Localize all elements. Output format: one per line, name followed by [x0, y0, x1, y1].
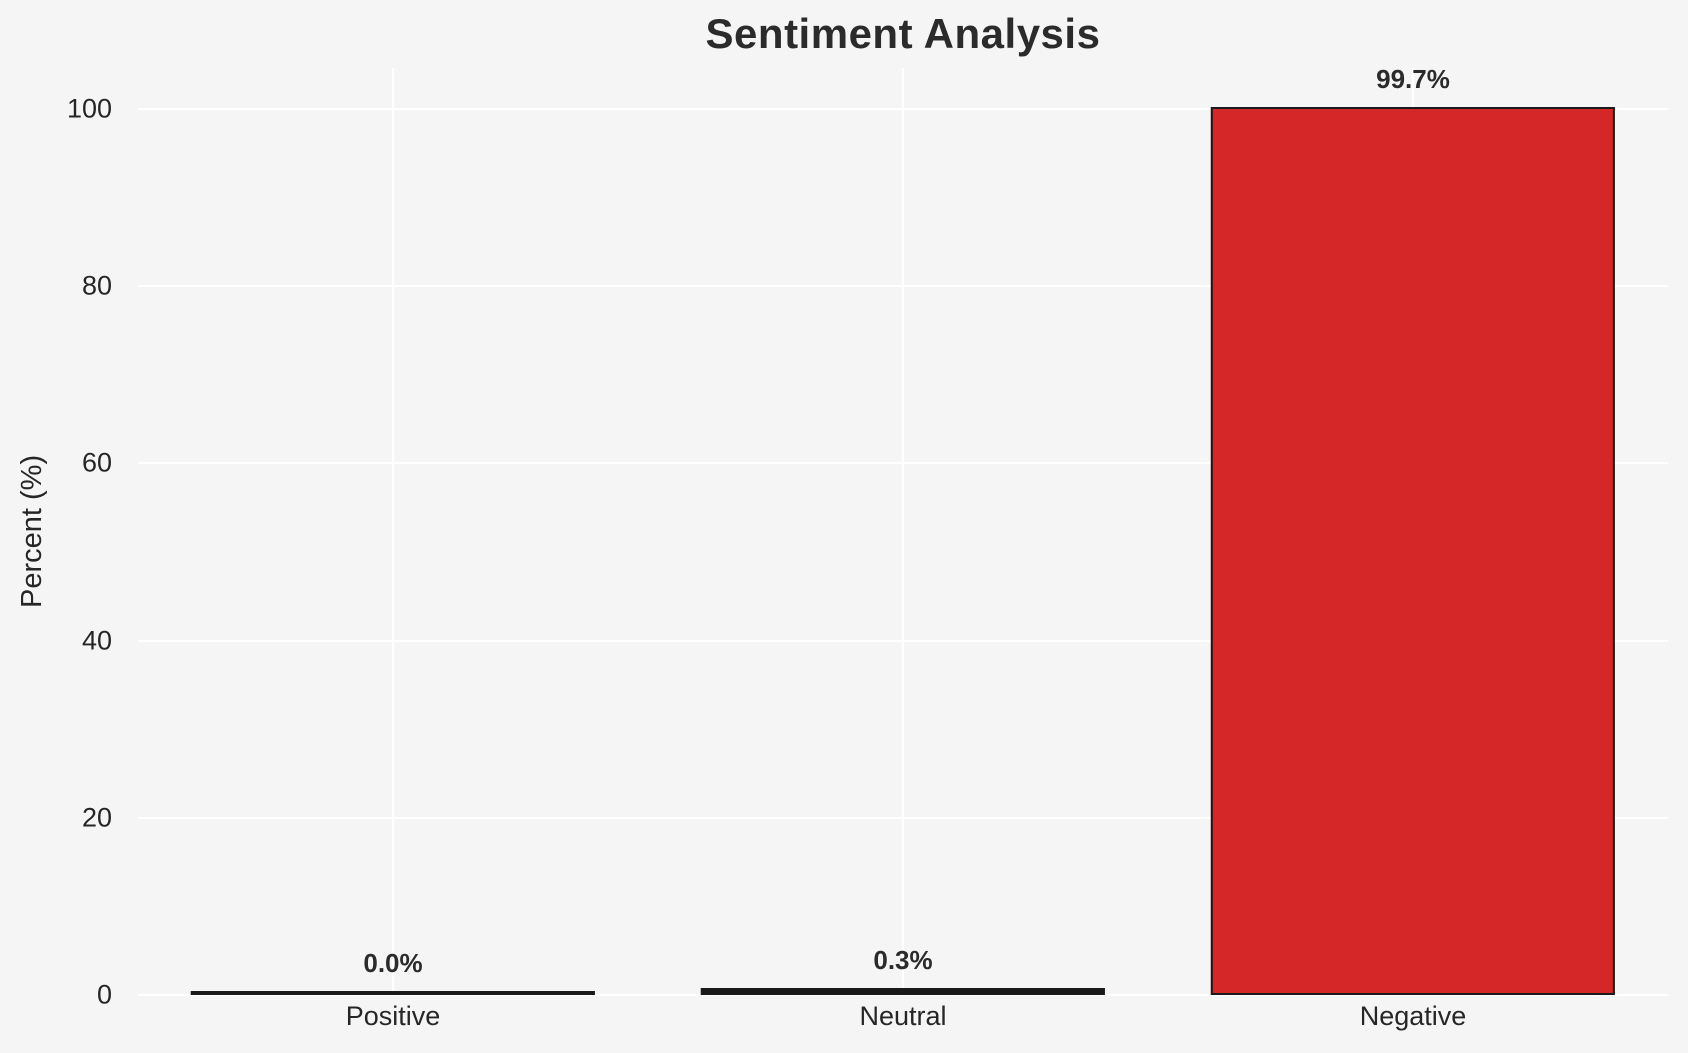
y-tick-label-40: 40	[81, 625, 112, 655]
bar-positive	[190, 991, 596, 995]
x-tick-label-neutral: Neutral	[859, 1001, 947, 1031]
y-tick-label-20: 20	[81, 802, 112, 833]
bar-slot-neutral: 0.3% Neutral	[648, 68, 1158, 1031]
x-tick-label-positive: Positive	[345, 1001, 441, 1031]
y-tick-label-0: 0	[96, 979, 112, 1010]
bar-slot-positive: 0.0% Positive	[138, 68, 648, 1031]
y-tick-label-100: 100	[66, 93, 112, 124]
chart-title: Sentiment Analysis	[705, 10, 1101, 57]
bar-negative	[1210, 107, 1616, 995]
y-axis-label: Percent (%)	[16, 454, 48, 609]
y-tick-label-80: 80	[81, 270, 112, 301]
value-label-negative: 99.7%	[1376, 64, 1450, 95]
plot-area: 0 20 40 60 80 100 0.0% Positive 0.3% Neutral 99.7%…	[67, 64, 1668, 1031]
x-tick-label-negative: Negative	[1359, 1001, 1467, 1031]
value-label-positive: 0.0%	[363, 948, 423, 978]
bar-neutral	[700, 988, 1106, 995]
bar-slot-negative: 99.7% Negative	[1158, 64, 1668, 1031]
value-label-neutral: 0.3%	[873, 945, 933, 976]
y-tick-label-60: 60	[81, 447, 112, 478]
